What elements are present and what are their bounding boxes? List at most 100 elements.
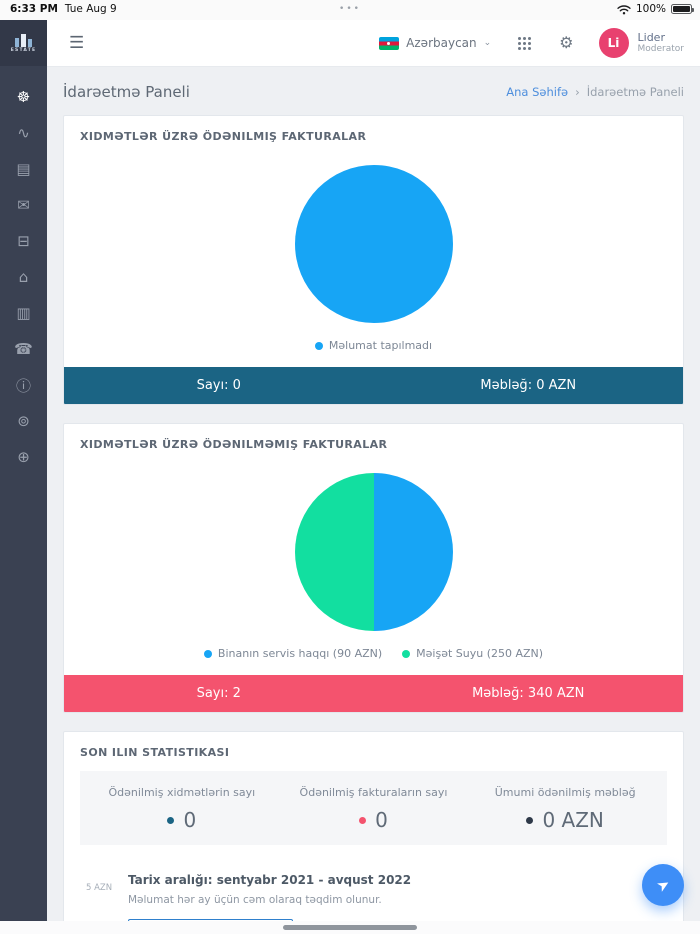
- user-menu[interactable]: Li Lider Moderator: [587, 20, 700, 66]
- legend-dot: [314, 341, 323, 350]
- card-unpaid-invoices: XIDMƏTLƏR ÜZRƏ ÖDƏNILMƏMIŞ FAKTURALAR Bi…: [63, 423, 684, 713]
- chevron-down-icon: ⌄: [483, 38, 492, 48]
- user-name: Lider: [637, 30, 665, 44]
- briefcase-icon: ⊟: [17, 232, 30, 250]
- metric-dot: [526, 816, 534, 824]
- card-paid-footer: Sayı: 0 Məbləğ: 0 AZN: [64, 367, 683, 404]
- battery-percent: 100%: [635, 3, 666, 15]
- battery-icon: [671, 4, 694, 14]
- metric-label: Ödənilmiş xidmətlərin sayı: [108, 786, 256, 799]
- card-icon: ▤: [16, 160, 31, 178]
- add-user-icon: ⊕: [17, 448, 30, 466]
- metric-paid-invoices: Ödənilmiş fakturaların sayı 0: [278, 786, 470, 832]
- avatar: Li: [598, 28, 629, 58]
- sidebar-item-services[interactable]: ⊟: [0, 223, 47, 259]
- legend-item-water[interactable]: Məişət Suyu (250 AZN): [402, 647, 543, 660]
- sidebar-item-payments[interactable]: ▤: [0, 151, 47, 187]
- sidebar-item-add-user[interactable]: ⊕: [0, 439, 47, 475]
- language-selector[interactable]: Azərbaycan ⌄: [365, 20, 505, 66]
- unpaid-count: Sayı: 2: [196, 686, 241, 701]
- sidebar-item-buildings[interactable]: ⌂: [0, 259, 47, 295]
- app-logo[interactable]: ESTATE: [0, 20, 47, 66]
- building-icon: ⌂: [18, 268, 29, 286]
- legend-label: Binanın servis haqqı (90 AZN): [217, 647, 383, 660]
- sidebar: ESTATE ☸ ∿ ▤ ✉ ⊟ ⌂ ▥ ☎ ⓘ ⊚ ⊕: [0, 20, 47, 934]
- sidebar-item-account[interactable]: ⊚: [0, 403, 47, 439]
- y-axis-tick: 5 AZN: [86, 883, 113, 893]
- legend-item-service-fee[interactable]: Binanın servis haqqı (90 AZN): [203, 647, 383, 660]
- hamburger-menu-button[interactable]: ☰: [65, 29, 88, 57]
- breadcrumb-separator: ›: [575, 85, 580, 99]
- breadcrumb-home-link[interactable]: Ana Səhifə: [506, 85, 569, 99]
- gear-icon: ⚙: [559, 35, 574, 52]
- apps-grid-button[interactable]: [505, 20, 546, 66]
- send-icon: ➤: [653, 874, 673, 896]
- message-icon: ✉: [17, 196, 30, 214]
- phone-icon: ☎: [14, 340, 33, 358]
- legend-item-no-data[interactable]: Məlumat tapılmadı: [314, 339, 433, 352]
- home-indicator[interactable]: [283, 925, 417, 930]
- pie-chart-paid: [294, 165, 453, 323]
- metrics-strip: Ödənilmiş xidmətlərin sayı 0 Ödənilmiş f…: [80, 771, 667, 845]
- account-icon: ⊚: [17, 412, 30, 430]
- info-icon: ⓘ: [15, 376, 31, 395]
- legend-dot: [203, 649, 212, 658]
- paid-count: Sayı: 0: [196, 378, 241, 393]
- dashboard-icon: ☸: [16, 88, 31, 106]
- metric-value: 0 AZN: [542, 808, 604, 832]
- fab-send-button[interactable]: ➤: [642, 864, 684, 906]
- status-time: 6:33 PM: [10, 3, 58, 15]
- settings-button[interactable]: ⚙: [546, 20, 586, 66]
- card-year-statistics: SON ILIN STATISTIKASI Ödənilmiş xidmətlə…: [63, 731, 684, 934]
- legend-unpaid: Binanın servis haqqı (90 AZN) Məişət Suy…: [64, 647, 683, 675]
- card-paid-invoices: XIDMƏTLƏR ÜZRƏ ÖDƏNILMIŞ FAKTURALAR Məlu…: [63, 115, 684, 405]
- paid-amount: Məbləğ: 0 AZN: [480, 378, 577, 393]
- logo-skyline-icon: [14, 34, 32, 47]
- breadcrumb: Ana Səhifə › İdarəetmə Paneli: [506, 85, 684, 99]
- sidebar-item-info[interactable]: ⓘ: [0, 367, 47, 403]
- azerbaijan-flag-icon: [379, 36, 400, 50]
- metric-total-paid: Ümumi ödənilmiş məbləğ 0 AZN: [469, 786, 661, 832]
- hamburger-icon: ☰: [69, 33, 85, 52]
- document-icon: ▥: [16, 304, 31, 322]
- pie-chart-unpaid: [294, 473, 453, 631]
- metric-value: 0: [375, 808, 388, 832]
- apps-grid-icon: [518, 36, 522, 40]
- card-unpaid-footer: Sayı: 2 Məbləğ: 340 AZN: [64, 675, 683, 712]
- card-stats-title: SON ILIN STATISTIKASI: [80, 746, 230, 759]
- sidebar-item-statistics[interactable]: ∿: [0, 115, 47, 151]
- page-title: İdarəetmə Paneli: [63, 83, 190, 101]
- card-paid-title: XIDMƏTLƏR ÜZRƏ ÖDƏNILMIŞ FAKTURALAR: [80, 130, 367, 143]
- metric-paid-services: Ödənilmiş xidmətlərin sayı 0: [86, 786, 278, 832]
- sidebar-item-news[interactable]: ▥: [0, 295, 47, 331]
- legend-dot: [402, 649, 411, 658]
- logo-text: ESTATE: [10, 48, 37, 53]
- wifi-icon: [617, 4, 631, 14]
- metric-dot: [167, 816, 175, 824]
- legend-label: Məişət Suyu (250 AZN): [416, 647, 544, 660]
- status-date: Tue Aug 9: [64, 3, 117, 15]
- chart-line-icon: ∿: [17, 124, 30, 142]
- main-content: İdarəetmə Paneli Ana Səhifə › İdarəetmə …: [47, 66, 700, 934]
- metric-dot: [359, 816, 367, 824]
- multitask-dots: •••: [339, 4, 361, 14]
- app-header: ☰ Azərbaycan ⌄ ⚙ Li Lider Moderator: [47, 20, 700, 67]
- metric-label: Ümumi ödənilmiş məbləğ: [494, 786, 636, 799]
- sidebar-item-contacts[interactable]: ☎: [0, 331, 47, 367]
- unpaid-amount: Məbləğ: 340 AZN: [472, 686, 585, 701]
- sidebar-item-messages[interactable]: ✉: [0, 187, 47, 223]
- legend-paid: Məlumat tapılmadı: [64, 339, 683, 367]
- metric-value: 0: [183, 808, 197, 832]
- ios-status-bar: 6:33 PM Tue Aug 9 ••• 100%: [0, 0, 700, 20]
- language-label: Azərbaycan: [406, 36, 477, 50]
- date-range-title: Tarix aralığı: sentyabr 2021 - avqust 20…: [128, 873, 412, 887]
- date-range-note: Məlumat hər ay üçün cəm olaraq təqdim ol…: [128, 894, 382, 906]
- user-role: Moderator: [637, 44, 684, 55]
- legend-label: Məlumat tapılmadı: [328, 339, 433, 352]
- metric-label: Ödənilmiş fakturaların sayı: [299, 786, 448, 799]
- sidebar-nav: ☸ ∿ ▤ ✉ ⊟ ⌂ ▥ ☎ ⓘ ⊚ ⊕: [0, 66, 47, 475]
- breadcrumb-current: İdarəetmə Paneli: [586, 85, 684, 99]
- sidebar-item-dashboard[interactable]: ☸: [0, 79, 47, 115]
- card-unpaid-title: XIDMƏTLƏR ÜZRƏ ÖDƏNILMƏMIŞ FAKTURALAR: [80, 438, 388, 451]
